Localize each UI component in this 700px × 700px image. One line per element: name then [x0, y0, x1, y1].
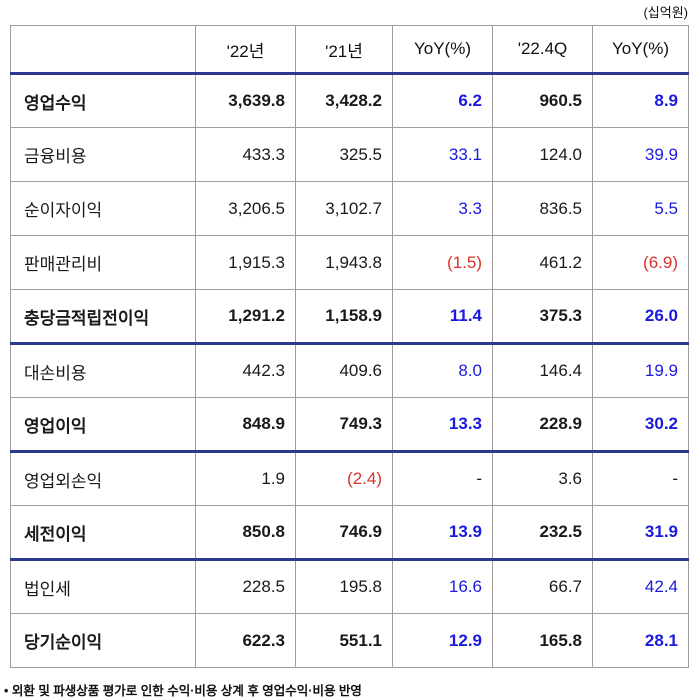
- value-cell: 836.5: [492, 181, 593, 236]
- value-cell: 11.4: [392, 289, 493, 345]
- value-cell: (2.4): [295, 451, 393, 506]
- value-cell: 960.5: [492, 73, 593, 128]
- row-label-cell: 판매관리비: [10, 235, 196, 290]
- value-cell: 228.9: [492, 397, 593, 453]
- value-cell: 461.2: [492, 235, 593, 290]
- value-cell: 1,943.8: [295, 235, 393, 290]
- column-header-4: '22.4Q: [492, 25, 593, 75]
- value-cell: 12.9: [392, 613, 493, 668]
- value-cell: 3,206.5: [195, 181, 296, 236]
- value-cell: 30.2: [592, 397, 689, 453]
- value-cell: 3,102.7: [295, 181, 393, 236]
- value-cell: -: [592, 451, 689, 506]
- footnote: • 외환 및 파생상품 평가로 인한 수익·비용 상계 후 영업수익·비용 반영: [4, 684, 362, 698]
- table-row: 영업외손익 1.9 (2.4) -3.6-: [10, 451, 689, 506]
- value-cell: 622.3: [195, 613, 296, 668]
- value-cell: 26.0: [592, 289, 689, 345]
- value-cell: 28.1: [592, 613, 689, 668]
- value-cell: 3,639.8: [195, 73, 296, 128]
- value-cell: 124.0: [492, 127, 593, 182]
- row-label-cell: 법인세: [10, 559, 196, 614]
- value-cell: 6.2: [392, 73, 493, 128]
- value-cell: 433.3: [195, 127, 296, 182]
- column-header-1: '22년: [195, 25, 296, 75]
- table-row: 순이자이익 3,206.5 3,102.7 3.3 836.5 5.5: [10, 181, 689, 236]
- row-label-cell: 영업외손익: [10, 451, 196, 506]
- table-row: 영업이익 848.9 749.3 13.3 228.9 30.2: [10, 397, 689, 453]
- value-cell: 749.3: [295, 397, 393, 453]
- table-row: 충당금적립전이익 1,291.2 1,158.9 11.4 375.3 26.0: [10, 289, 689, 345]
- column-header-5: YoY(%): [592, 25, 689, 75]
- value-cell: 165.8: [492, 613, 593, 668]
- value-cell: 325.5: [295, 127, 393, 182]
- value-cell: 442.3: [195, 343, 296, 398]
- row-label-cell: 세전이익: [10, 505, 196, 561]
- value-cell: 409.6: [295, 343, 393, 398]
- unit-label: (십억원): [643, 5, 688, 20]
- value-cell: 39.9: [592, 127, 689, 182]
- value-cell: 5.5: [592, 181, 689, 236]
- table-row: 금융비용 433.3 325.5 33.1 124.0 39.9: [10, 127, 689, 182]
- value-cell: 850.8: [195, 505, 296, 561]
- row-label-cell: 당기순이익: [10, 613, 196, 668]
- value-cell: 375.3: [492, 289, 593, 345]
- value-cell: 1.9: [195, 451, 296, 506]
- value-cell: 551.1: [295, 613, 393, 668]
- column-header-2: '21년: [295, 25, 393, 75]
- value-cell: 195.8: [295, 559, 393, 614]
- value-cell: 848.9: [195, 397, 296, 453]
- value-cell: 66.7: [492, 559, 593, 614]
- value-cell: 1,158.9: [295, 289, 393, 345]
- value-cell: 8.0: [392, 343, 493, 398]
- row-label-cell: 순이자이익: [10, 181, 196, 236]
- row-label-cell: 대손비용: [10, 343, 196, 398]
- value-cell: 746.9: [295, 505, 393, 561]
- header-row: '22년 '21년 YoY(%) '22.4Q YoY(%): [10, 25, 689, 75]
- value-cell: 8.9: [592, 73, 689, 128]
- table-row: 세전이익 850.8 746.9 13.9 232.5 31.9: [10, 505, 689, 561]
- column-header-0: [10, 25, 196, 75]
- row-label-cell: 금융비용: [10, 127, 196, 182]
- row-label-cell: 영업수익: [10, 73, 196, 128]
- value-cell: 31.9: [592, 505, 689, 561]
- value-cell: 228.5: [195, 559, 296, 614]
- column-header-3: YoY(%): [392, 25, 493, 75]
- row-label-cell: 충당금적립전이익: [10, 289, 196, 345]
- table-row: 판매관리비 1,915.3 1,943.8 (1.5) 461.2 (6.9): [10, 235, 689, 290]
- value-cell: 1,291.2: [195, 289, 296, 345]
- value-cell: 33.1: [392, 127, 493, 182]
- value-cell: 232.5: [492, 505, 593, 561]
- value-cell: -: [392, 451, 493, 506]
- value-cell: 13.9: [392, 505, 493, 561]
- table-row: 당기순이익 622.3 551.1 12.9 165.8 28.1: [10, 613, 689, 668]
- table-row: 대손비용 442.3 409.6 8.0 146.4 19.9: [10, 343, 689, 398]
- value-cell: 3.3: [392, 181, 493, 236]
- income-statement-table: '22년 '21년 YoY(%) '22.4Q YoY(%) 영업수익 3,639.8 3,…: [10, 25, 689, 668]
- value-cell: 3.6: [492, 451, 593, 506]
- value-cell: 1,915.3: [195, 235, 296, 290]
- value-cell: 16.6: [392, 559, 493, 614]
- value-cell: 3,428.2: [295, 73, 393, 128]
- value-cell: (1.5): [392, 235, 493, 290]
- value-cell: 19.9: [592, 343, 689, 398]
- value-cell: 13.3: [392, 397, 493, 453]
- table-row: 영업수익 3,639.8 3,428.2 6.2 960.5 8.9: [10, 73, 689, 128]
- table-row: 법인세 228.5 195.8 16.6 66.7 42.4: [10, 559, 689, 614]
- value-cell: 42.4: [592, 559, 689, 614]
- value-cell: (6.9): [592, 235, 689, 290]
- value-cell: 146.4: [492, 343, 593, 398]
- row-label-cell: 영업이익: [10, 397, 196, 453]
